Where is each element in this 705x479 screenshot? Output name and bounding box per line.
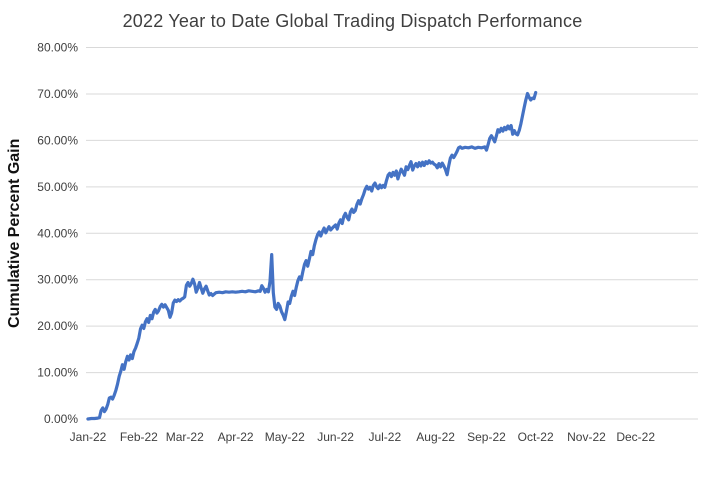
y-tick-label: 80.00% — [37, 41, 78, 55]
y-axis-title: Cumulative Percent Gain — [6, 138, 23, 328]
y-tick-label: 30.00% — [37, 273, 78, 287]
x-tick-label: Nov-22 — [567, 430, 606, 444]
x-tick-label: Jun-22 — [317, 430, 354, 444]
performance-line — [86, 90, 538, 421]
y-tick-label: 10.00% — [37, 366, 78, 380]
y-tick-label: 20.00% — [37, 319, 78, 333]
chart-title: 2022 Year to Date Global Trading Dispatc… — [122, 11, 583, 31]
x-tick-label: Jul-22 — [368, 430, 401, 444]
x-tick-label: Oct-22 — [518, 430, 554, 444]
x-tick-label: Feb-22 — [120, 430, 158, 444]
x-tick-label: Sep-22 — [467, 430, 506, 444]
y-tick-label: 70.00% — [37, 87, 78, 101]
x-tick-label: Aug-22 — [416, 430, 455, 444]
x-tick-label: Dec-22 — [616, 430, 655, 444]
x-tick-label: Apr-22 — [218, 430, 254, 444]
y-tick-label: 0.00% — [44, 412, 78, 426]
y-tick-label: 40.00% — [37, 226, 78, 240]
x-tick-label: May-22 — [265, 430, 305, 444]
y-tick-label: 50.00% — [37, 180, 78, 194]
x-tick-label: Mar-22 — [166, 430, 204, 444]
y-tick-label: 60.00% — [37, 133, 78, 147]
x-tick-label: Jan-22 — [70, 430, 107, 444]
